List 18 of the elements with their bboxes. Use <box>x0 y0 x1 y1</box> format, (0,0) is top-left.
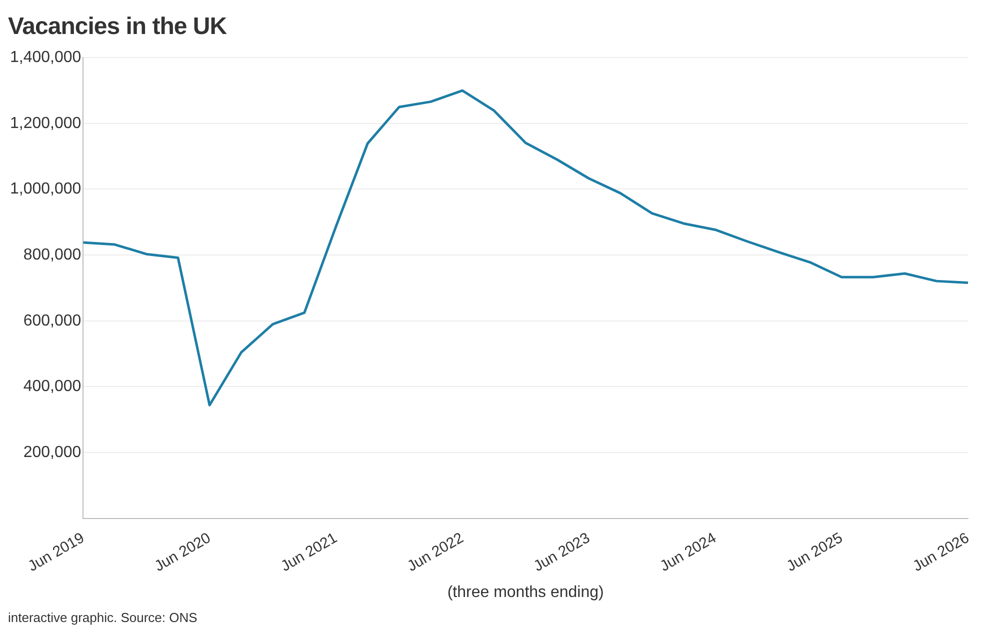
y-tick-label: 600,000 <box>23 312 82 330</box>
y-tick-label: 1,200,000 <box>10 114 82 132</box>
x-tick-label: Jun 2019 <box>25 529 88 576</box>
x-tick-label: Jun 2025 <box>784 529 846 576</box>
x-tick-label: Jun 2022 <box>404 529 466 576</box>
y-tick-label: 200,000 <box>23 444 82 461</box>
x-tick-label: Jun 2020 <box>152 529 214 576</box>
x-tick-label: Jun 2024 <box>657 529 720 576</box>
x-tick-label: Jun 2023 <box>530 529 593 576</box>
y-tick-label: 800,000 <box>23 246 82 264</box>
chart-title: Vacancies in the UK <box>8 12 228 42</box>
text: interactive graphic. Source: ONS <box>8 610 198 625</box>
y-tick-label: 400,000 <box>23 378 82 396</box>
x-axis-title: (three months ending) <box>447 584 604 601</box>
x-tick-label: Jun 2021 <box>278 529 340 576</box>
y-tick-label: 1,000,000 <box>10 180 82 198</box>
y-tick-label: 1,400,000 <box>10 49 82 66</box>
x-tick-label: Jun 2026 <box>910 529 972 576</box>
